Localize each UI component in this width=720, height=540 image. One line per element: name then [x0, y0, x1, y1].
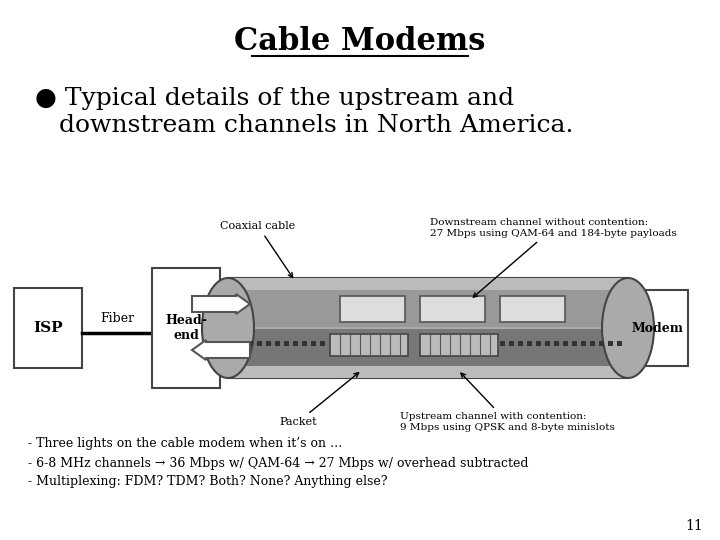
Bar [228, 290, 628, 328]
Text: 11: 11 [685, 519, 703, 533]
Bar [545, 341, 550, 346]
Text: downstream channels in North America.: downstream channels in North America. [35, 114, 574, 138]
Bar [527, 341, 532, 346]
Bar [628, 290, 688, 366]
FancyArrow shape [192, 340, 250, 360]
Bar [509, 341, 514, 346]
Bar [563, 341, 568, 346]
Text: ISP: ISP [33, 321, 63, 335]
Bar [420, 296, 485, 322]
Text: - Three lights on the cable modem when it’s on …: - Three lights on the cable modem when i… [28, 437, 343, 450]
Bar [152, 268, 220, 388]
Text: Packet: Packet [279, 373, 359, 427]
Bar [228, 278, 628, 378]
Ellipse shape [602, 278, 654, 378]
Bar [228, 366, 628, 378]
Bar [500, 341, 505, 346]
Bar [420, 334, 498, 356]
Text: Cable Modems: Cable Modems [234, 26, 486, 57]
Text: Upstream channel with contention:
9 Mbps using QPSK and 8-byte minislots: Upstream channel with contention: 9 Mbps… [400, 373, 615, 431]
Bar [330, 334, 408, 356]
Bar [302, 341, 307, 346]
Bar [572, 341, 577, 346]
Bar [14, 288, 82, 368]
Bar [500, 296, 565, 322]
Text: Fiber: Fiber [100, 313, 134, 326]
Bar [599, 341, 604, 346]
Bar [311, 341, 316, 346]
Bar [340, 296, 405, 322]
Text: Modem: Modem [632, 321, 684, 334]
Text: Coaxial cable: Coaxial cable [220, 221, 296, 278]
FancyArrow shape [192, 294, 250, 314]
Bar [536, 341, 541, 346]
Bar [320, 341, 325, 346]
Bar [608, 341, 613, 346]
Text: - 6-8 MHz channels → 36 Mbps w/ QAM-64 → 27 Mbps w/ overhead subtracted: - 6-8 MHz channels → 36 Mbps w/ QAM-64 →… [28, 456, 528, 469]
Bar [275, 341, 280, 346]
Bar [228, 278, 628, 290]
Bar [617, 341, 622, 346]
Text: - Multiplexing: FDM? TDM? Both? None? Anything else?: - Multiplexing: FDM? TDM? Both? None? An… [28, 476, 387, 489]
Bar [248, 341, 253, 346]
Text: Head-
end: Head- end [165, 314, 207, 342]
Bar [228, 328, 628, 366]
Text: ● Typical details of the upstream and: ● Typical details of the upstream and [35, 86, 514, 110]
Bar [518, 341, 523, 346]
Bar [293, 341, 298, 346]
Bar [284, 341, 289, 346]
Ellipse shape [202, 278, 254, 378]
Bar [590, 341, 595, 346]
Bar [554, 341, 559, 346]
Bar [581, 341, 586, 346]
Bar [266, 341, 271, 346]
Text: Downstream channel without contention:
27 Mbps using QAM-64 and 184-byte payload: Downstream channel without contention: 2… [430, 218, 677, 297]
Bar [257, 341, 262, 346]
